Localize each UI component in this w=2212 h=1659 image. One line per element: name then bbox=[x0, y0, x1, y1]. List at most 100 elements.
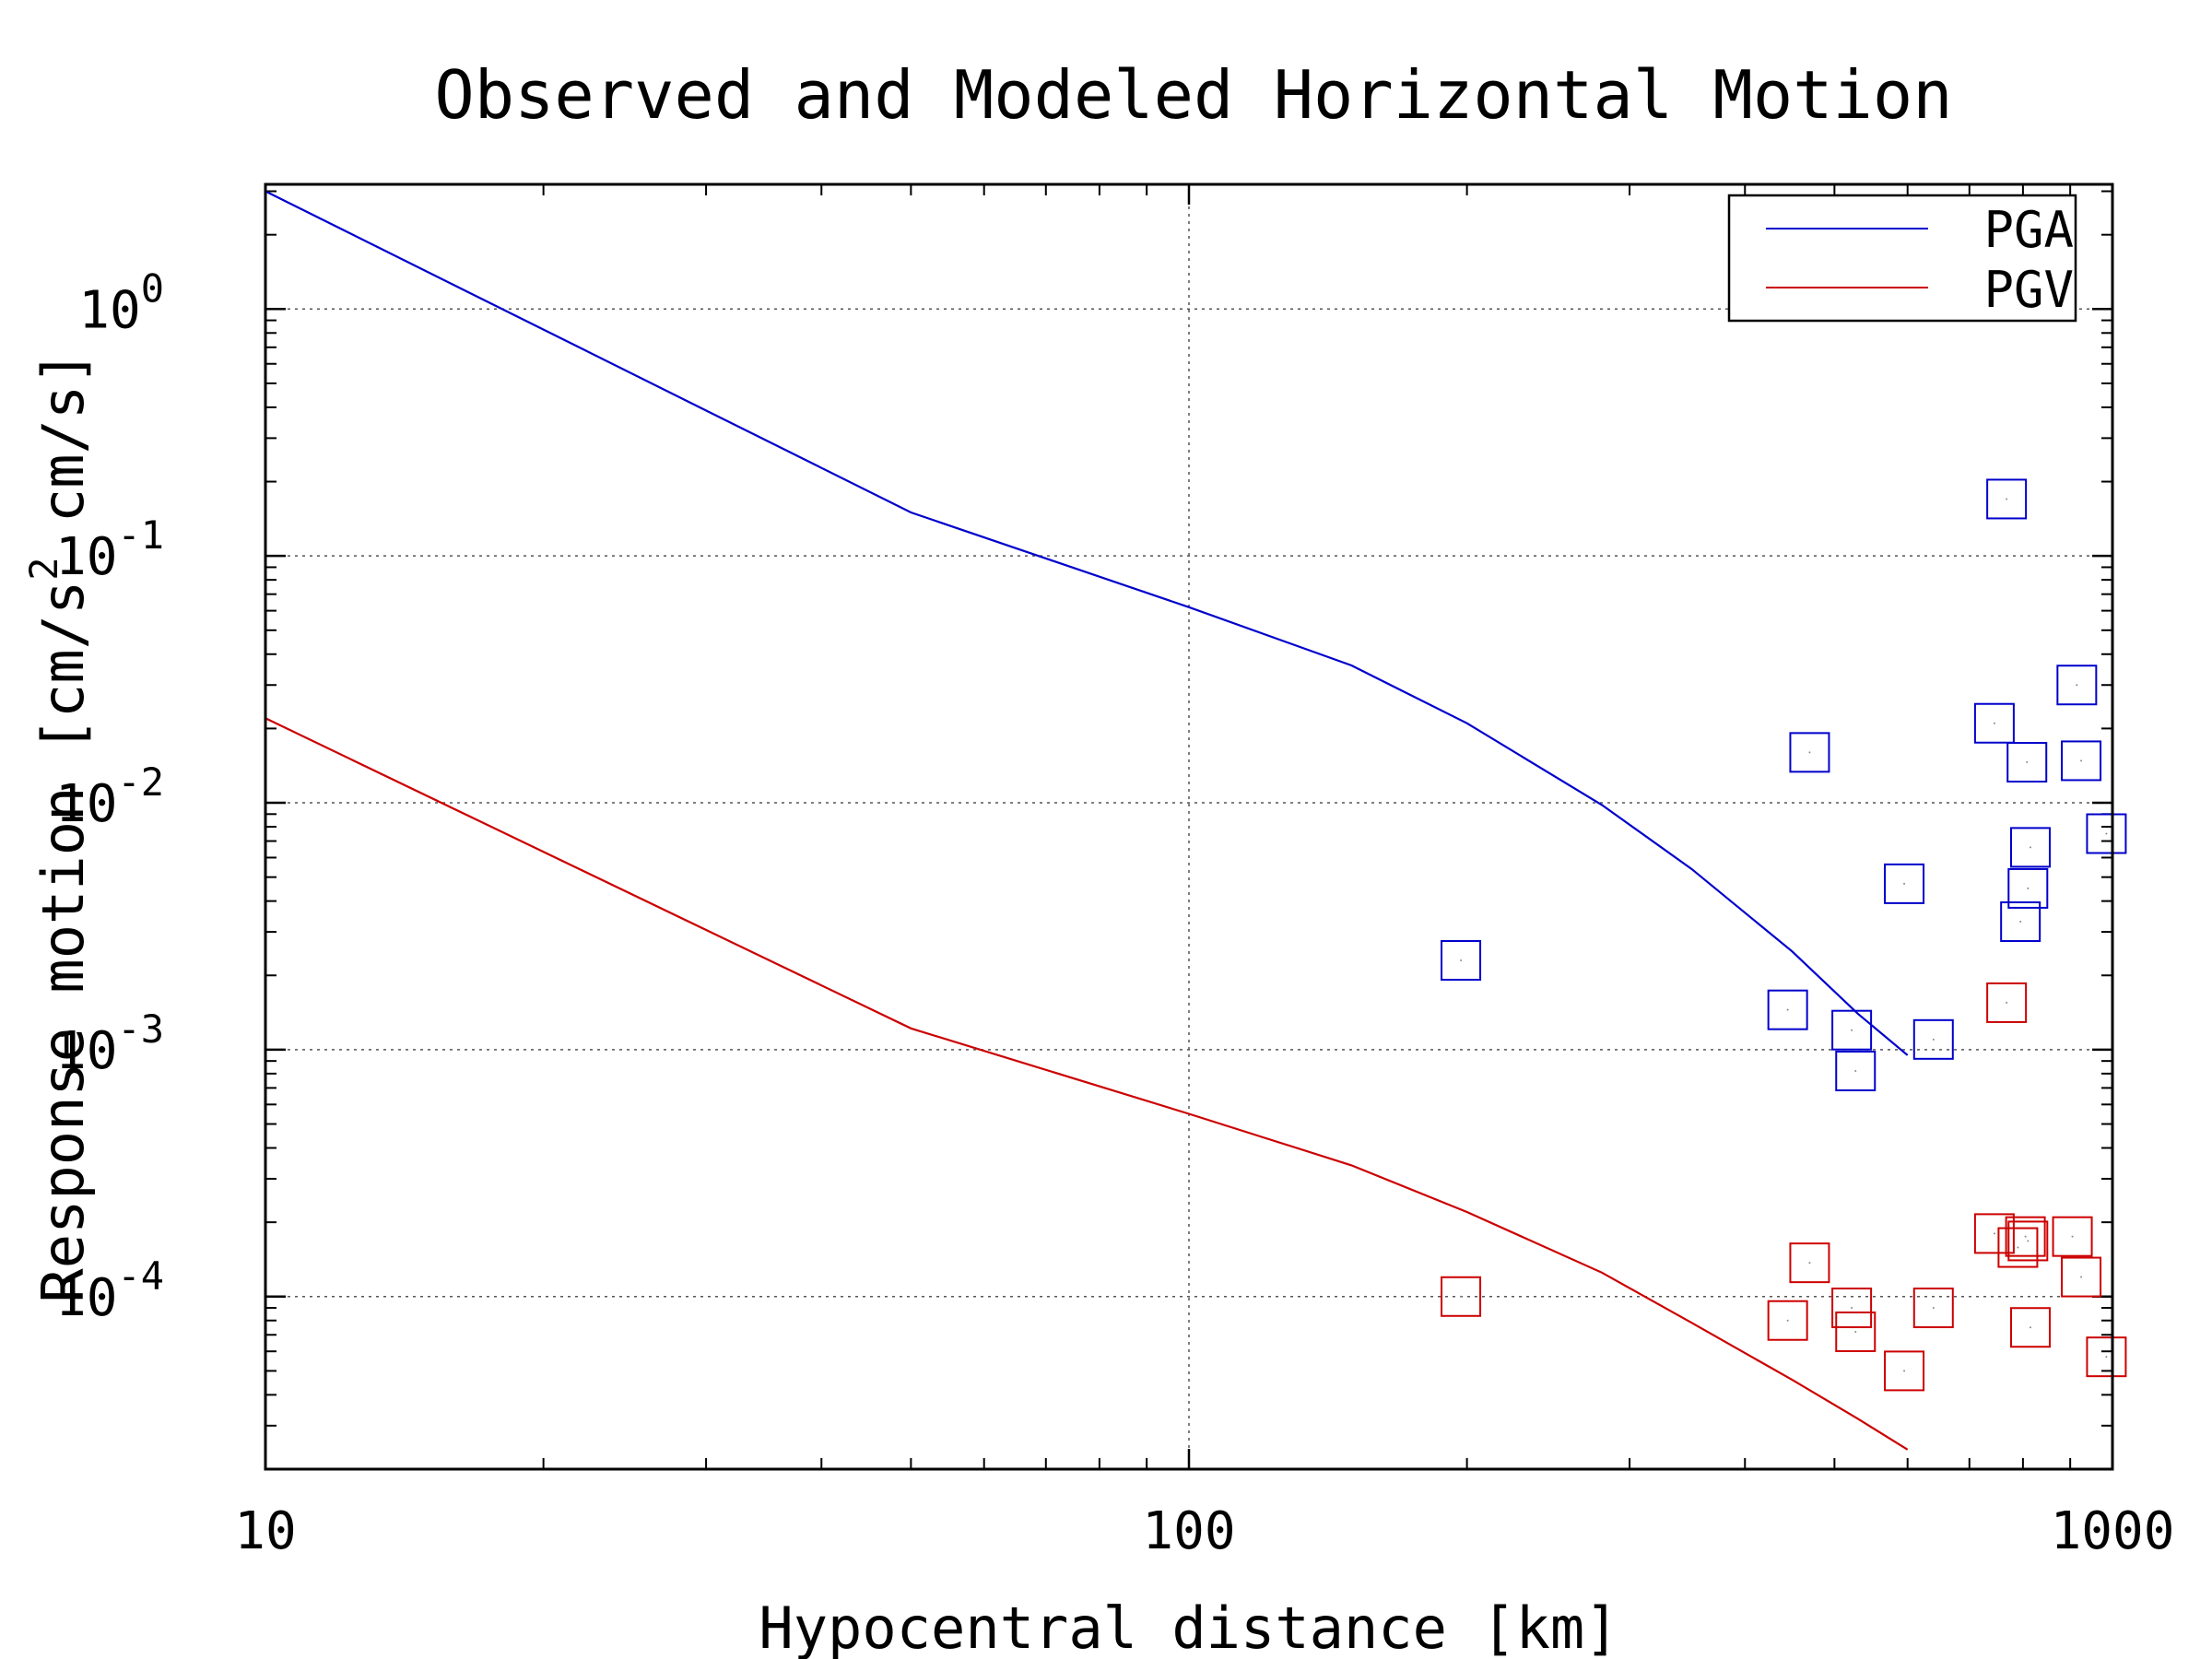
y-axis-label: Response motion [cm/s2 cm/s] bbox=[21, 350, 97, 1302]
pga-model-line bbox=[265, 190, 1909, 1056]
pgv-observed-point-center bbox=[2027, 1240, 2030, 1242]
pga-observed-point bbox=[1831, 1009, 1873, 1051]
pgv-observed-point-center bbox=[2006, 1001, 2008, 1004]
y-axis-label-sup: 2 bbox=[21, 557, 66, 580]
x-axis-label: Hypocentral distance [km] bbox=[759, 1594, 1618, 1659]
plot-frame bbox=[264, 182, 2114, 1471]
pga-observed-point-center bbox=[1851, 1029, 1853, 1031]
pga-observed-point bbox=[1986, 478, 2028, 520]
pgv-observed-point bbox=[1884, 1350, 1925, 1392]
pgv-observed-point-center bbox=[1851, 1307, 1853, 1310]
pgv-observed-point-center bbox=[2017, 1246, 2019, 1249]
x-tick-label: 1000 bbox=[2051, 1501, 2175, 1561]
pgv-observed-point-center bbox=[2024, 1235, 2027, 1238]
legend-label-pga: PGA bbox=[1983, 201, 2074, 259]
y-tick-base: 10 bbox=[55, 527, 117, 587]
pga-observed-point bbox=[1912, 1018, 1954, 1060]
pga-observed-point bbox=[2086, 813, 2127, 854]
pga-observed-point-center bbox=[2019, 921, 2022, 924]
y-tick-label: 10-1 bbox=[55, 512, 164, 587]
legend: PGA PGV bbox=[1727, 194, 2077, 323]
pgv-observed-point bbox=[1835, 1311, 1877, 1352]
pga-observed-point-center bbox=[1808, 751, 1811, 754]
pgv-observed-point-center bbox=[2105, 1356, 2108, 1359]
pgv-observed-point bbox=[2086, 1336, 2127, 1378]
pgv-observed-point bbox=[1831, 1288, 1873, 1329]
chart-title: Observed and Modeled Horizontal Motion bbox=[434, 56, 1952, 134]
pga-observed-point bbox=[2006, 742, 2048, 783]
x-tick-label: 100 bbox=[1142, 1501, 1235, 1561]
pga-observed-point-center bbox=[1903, 882, 1906, 885]
pga-observed-point-center bbox=[2105, 832, 2108, 835]
pgv-observed-point bbox=[1986, 982, 2028, 1023]
pgv-observed-point bbox=[1441, 1276, 1482, 1317]
pgv-observed-point bbox=[2009, 1307, 2051, 1348]
pga-observed-point-center bbox=[2080, 759, 2083, 762]
y-tick-base: 10 bbox=[55, 774, 117, 834]
pga-observed-point-center bbox=[2027, 887, 2030, 889]
pga-observed-point-center bbox=[1993, 722, 1995, 724]
pga-observed-point-center bbox=[1786, 1008, 1789, 1011]
x-tick-label: 10 bbox=[234, 1501, 296, 1561]
pga-observed-point-center bbox=[2076, 684, 2078, 687]
pgv-observed-point bbox=[2005, 1216, 2046, 1257]
legend-box bbox=[1727, 194, 2077, 323]
pga-observed-point bbox=[1973, 702, 2015, 744]
pgv-observed-point-center bbox=[2080, 1276, 2083, 1278]
y-tick-exponent: -2 bbox=[117, 759, 164, 805]
pgv-observed-point-center bbox=[1786, 1319, 1789, 1322]
pga-observed-point-center bbox=[1460, 959, 1463, 962]
pgv-observed-point-center bbox=[1854, 1330, 1857, 1333]
x-tick-labels: 10 100 1000 bbox=[234, 1501, 2174, 1561]
pgv-observed-point-center bbox=[1932, 1307, 1935, 1310]
pgv-observed-point-center bbox=[1903, 1370, 1906, 1372]
pgv-observed-point bbox=[2007, 1220, 2049, 1262]
pga-observed-point bbox=[2007, 867, 2049, 909]
y-tick-label: 10-4 bbox=[55, 1253, 164, 1328]
y-tick-exponent: 0 bbox=[141, 265, 164, 311]
pgv-observed-point bbox=[2052, 1216, 2093, 1257]
pga-observed-point-center bbox=[2029, 846, 2031, 849]
pgv-observed-point bbox=[2061, 1256, 2102, 1298]
pgv-observed-point-center bbox=[1993, 1232, 1995, 1235]
pgv-observed-point bbox=[1997, 1227, 2039, 1268]
y-tick-label: 10-2 bbox=[55, 759, 164, 834]
y-tick-base: 10 bbox=[55, 1021, 117, 1081]
pgv-observed-point-center bbox=[2029, 1326, 2031, 1329]
pga-observed-point bbox=[2009, 827, 2051, 868]
y-axis-label-prefix: Response motion [cm/s bbox=[29, 581, 97, 1303]
pgv-model-line bbox=[265, 717, 1909, 1451]
pgv-observed-point bbox=[1767, 1300, 1808, 1341]
pga-observed-point bbox=[1767, 989, 1808, 1030]
pga-observed-point bbox=[2056, 665, 2098, 706]
pgv-observed-point bbox=[1789, 1242, 1830, 1284]
y-tick-base: 10 bbox=[55, 1268, 117, 1328]
pga-observed-point-center bbox=[2006, 498, 2008, 500]
series-layer bbox=[265, 190, 2127, 1451]
y-tick-label: 10-3 bbox=[55, 1006, 164, 1081]
pga-observed-point-center bbox=[1854, 1069, 1857, 1072]
legend-label-pgv: PGV bbox=[1983, 261, 2074, 319]
pgv-observed-point bbox=[1973, 1213, 2015, 1254]
y-tick-exponent: -3 bbox=[117, 1006, 164, 1052]
y-tick-label: 100 bbox=[78, 265, 164, 340]
pga-observed-point bbox=[1835, 1050, 1877, 1091]
pga-observed-point bbox=[2061, 740, 2102, 782]
grid bbox=[265, 184, 2112, 1469]
pgv-observed-point-center bbox=[1808, 1262, 1811, 1265]
pga-observed-point-center bbox=[2026, 761, 2029, 764]
y-axis-label-suffix: cm/s] bbox=[29, 350, 97, 557]
y-tick-exponent: -1 bbox=[117, 512, 164, 558]
pga-observed-point bbox=[1441, 940, 1482, 982]
y-tick-exponent: -4 bbox=[117, 1253, 164, 1299]
pga-observed-point bbox=[1884, 863, 1925, 904]
y-tick-base: 10 bbox=[78, 280, 140, 340]
pga-observed-point bbox=[1789, 732, 1830, 773]
pga-observed-point bbox=[2000, 901, 2041, 943]
pga-observed-point-center bbox=[1932, 1038, 1935, 1041]
pgv-observed-point bbox=[1912, 1288, 1954, 1329]
pgv-observed-point-center bbox=[2071, 1235, 2074, 1238]
pgv-observed-point-center bbox=[1460, 1295, 1463, 1298]
